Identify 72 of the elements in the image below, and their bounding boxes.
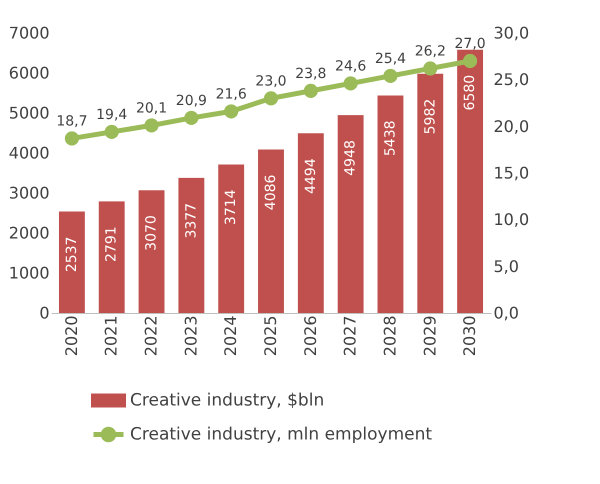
bar — [258, 150, 284, 313]
y2-tick-label: 0,0 — [494, 304, 519, 322]
y-tick-label: 2000 — [8, 224, 50, 242]
bar — [457, 50, 484, 313]
data-label: 2537 — [64, 236, 80, 272]
data-label: 3070 — [144, 215, 160, 251]
point — [64, 131, 79, 146]
point — [304, 84, 318, 98]
y-tick-label: 5000 — [8, 104, 50, 122]
data-label: 27,0 — [454, 36, 486, 52]
data-label: 4494 — [302, 158, 319, 194]
legend-label: Creative industry, mln employment — [130, 424, 432, 444]
bar — [58, 212, 85, 313]
y-tick-label: 4000 — [8, 144, 50, 162]
data-label: 21,6 — [216, 86, 247, 102]
data-label: 5982 — [422, 98, 438, 134]
data-label: 23,0 — [255, 73, 287, 90]
y2-tick-label: 30,0 — [494, 24, 530, 42]
y2-tick-label: 10,0 — [494, 210, 530, 230]
x-tick-label: 2021 — [102, 316, 121, 356]
y-tick-label: 6000 — [8, 64, 50, 82]
data-label: 19,4 — [96, 106, 128, 123]
bar — [298, 133, 324, 313]
data-label: 2791 — [104, 226, 120, 262]
point — [144, 118, 159, 132]
bar — [138, 190, 164, 313]
x-tick-label: 2020 — [62, 316, 81, 356]
x-tick-label: 2027 — [340, 316, 360, 356]
x-tick-label: 2023 — [181, 316, 200, 356]
data-label: 23,8 — [295, 66, 326, 82]
bar — [218, 164, 244, 313]
y-tick-label: 0 — [39, 304, 50, 322]
data-label: 25,4 — [374, 50, 406, 67]
data-label: 20,1 — [136, 100, 168, 116]
x-tick-label: 2022 — [142, 316, 161, 356]
bar — [98, 201, 125, 313]
data-label: 26,2 — [414, 43, 446, 60]
y2-tick-label: 25,0 — [494, 70, 530, 90]
x-tick-label: 2030 — [460, 316, 480, 356]
y2-tick-label: 15,0 — [494, 164, 530, 182]
data-label: 4086 — [263, 174, 279, 210]
data-label: 24,6 — [335, 58, 366, 74]
point — [264, 91, 278, 106]
point — [423, 61, 438, 76]
y-tick-label: 3000 — [8, 184, 50, 202]
legend-label: Creative industry, $bln — [130, 390, 324, 410]
bar — [378, 95, 404, 313]
data-label: 20,9 — [176, 92, 207, 109]
y-tick-label: 7000 — [8, 24, 50, 42]
x-tick-label: 2025 — [261, 316, 280, 356]
x-tick-label: 2028 — [380, 316, 400, 356]
y2-tick-label: 20,0 — [494, 116, 530, 136]
point — [184, 110, 198, 125]
bar — [178, 178, 204, 313]
point — [383, 68, 398, 83]
data-label: 5438 — [382, 120, 398, 156]
y2-tick-label: 5,0 — [494, 256, 519, 276]
data-label: 18,7 — [56, 113, 88, 130]
point — [463, 54, 478, 68]
data-label: 4948 — [342, 140, 359, 176]
x-tick-label: 2026 — [300, 316, 320, 356]
y-tick-label: 1000 — [8, 264, 50, 282]
data-label: 3377 — [183, 202, 200, 239]
bar — [338, 115, 364, 313]
data-label: 6580 — [462, 74, 478, 110]
point — [224, 104, 238, 118]
data-label: 3714 — [223, 189, 240, 226]
point — [344, 76, 358, 90]
x-tick-label: 2029 — [420, 316, 440, 356]
point — [104, 124, 119, 139]
x-tick-label: 2024 — [221, 316, 240, 356]
bar — [417, 74, 444, 313]
